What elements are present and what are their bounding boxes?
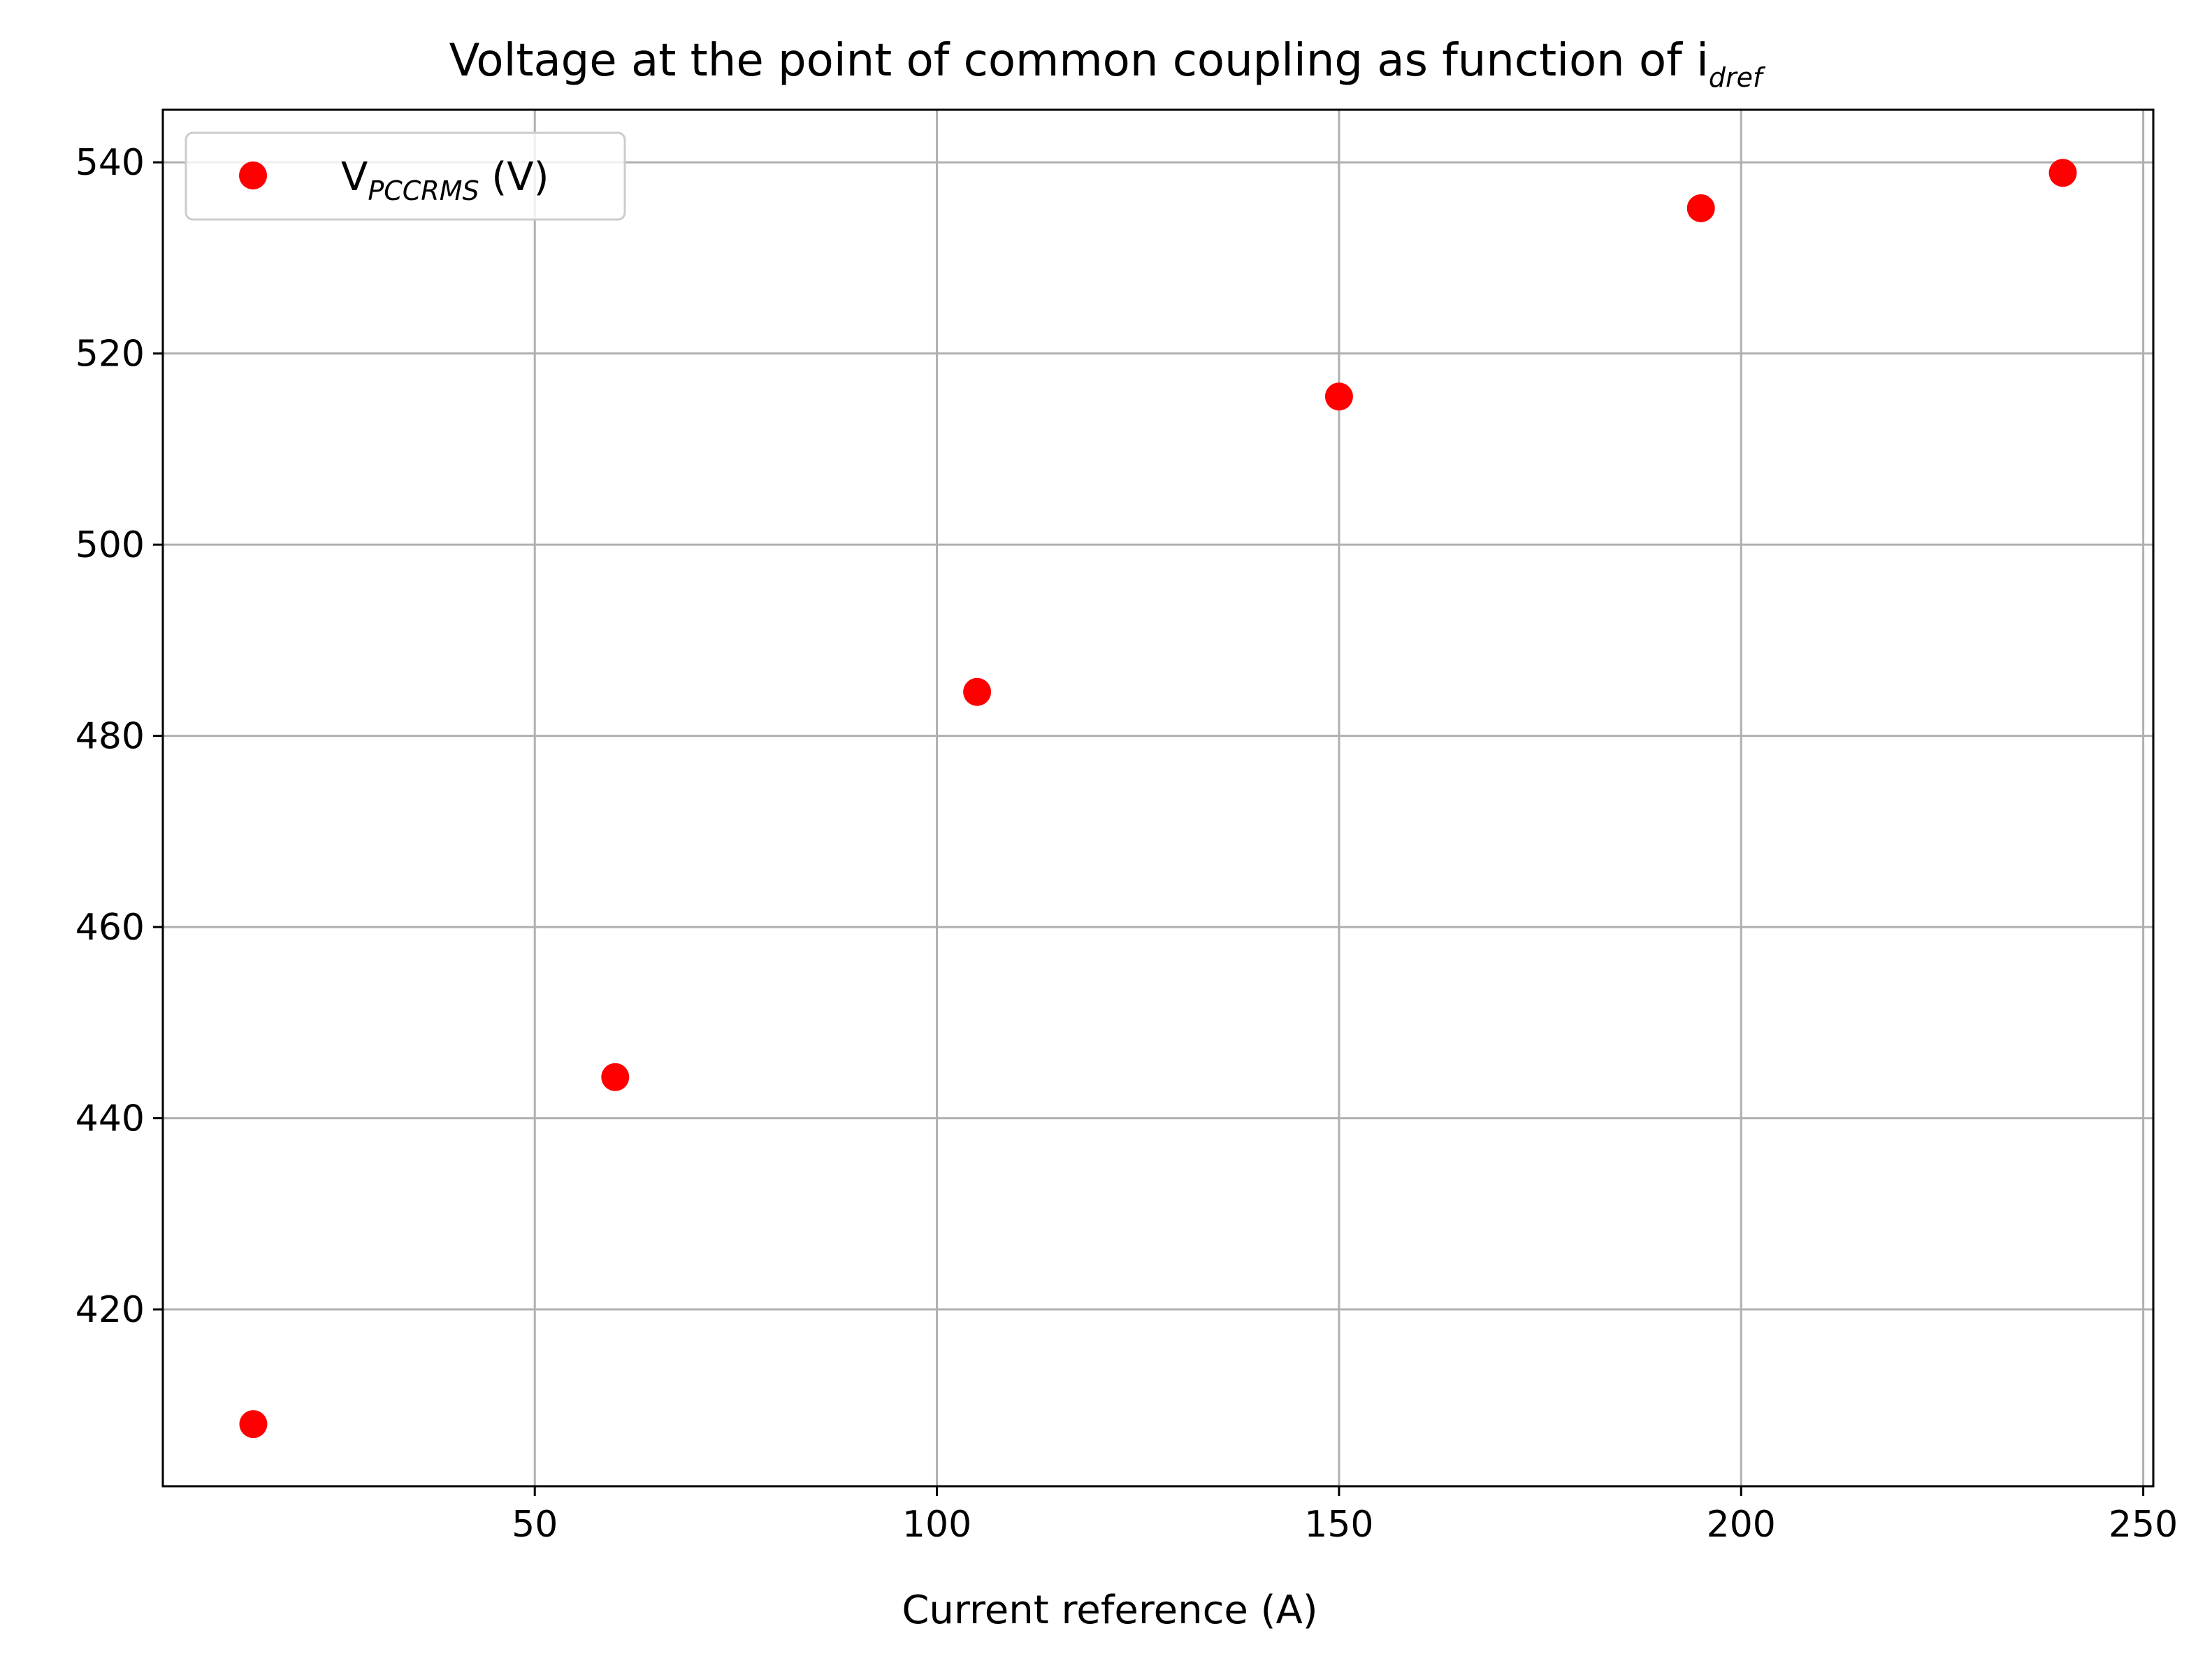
- data-point: [1324, 382, 1353, 411]
- y-axis-ticks: 420 440 460 480 500 520 540: [75, 142, 163, 1331]
- data-point: [2048, 159, 2077, 187]
- y-tick-label: 480: [75, 716, 145, 758]
- x-tick-label: 150: [1304, 1504, 1373, 1546]
- legend-marker: [239, 161, 267, 189]
- data-point: [239, 1410, 268, 1439]
- legend-label: VPCCRMS (V): [341, 154, 549, 206]
- y-tick-label: 440: [75, 1098, 145, 1140]
- data-point: [1686, 194, 1715, 222]
- plot-frame: [161, 108, 2155, 1488]
- y-tick-label: 460: [75, 907, 145, 949]
- y-tick-label: 520: [75, 333, 145, 375]
- x-axis-label: Current reference (A): [902, 1588, 1317, 1633]
- legend-box: [185, 131, 626, 221]
- x-axis-ticks: 50 100 150 200 250: [512, 1486, 2178, 1546]
- legend: VPCCRMS (V): [185, 131, 626, 221]
- y-tick-label: 500: [75, 524, 145, 566]
- x-tick-label: 100: [902, 1504, 971, 1546]
- data-point: [601, 1063, 630, 1091]
- y-tick-label: 540: [75, 142, 145, 184]
- chart-title: Voltage at the point of common coupling …: [449, 35, 1766, 93]
- data-point: [963, 677, 992, 706]
- y-tick-label: 420: [75, 1289, 145, 1331]
- data-points: [239, 159, 2077, 1439]
- x-tick-label: 50: [512, 1504, 558, 1546]
- x-tick-label: 250: [2109, 1504, 2178, 1546]
- x-tick-label: 200: [1707, 1504, 1776, 1546]
